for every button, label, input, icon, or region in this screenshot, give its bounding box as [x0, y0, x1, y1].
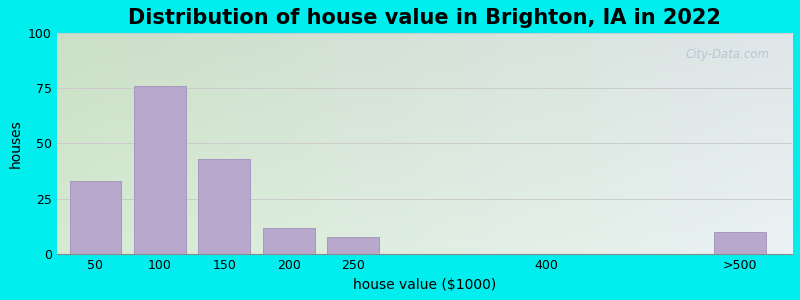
Bar: [714, 232, 766, 254]
Bar: [70, 181, 121, 254]
X-axis label: house value ($1000): house value ($1000): [353, 278, 496, 292]
Title: Distribution of house value in Brighton, IA in 2022: Distribution of house value in Brighton,…: [128, 8, 721, 28]
Bar: [327, 236, 379, 254]
Text: City-Data.com: City-Data.com: [686, 48, 770, 61]
Bar: [198, 159, 250, 254]
Y-axis label: houses: houses: [8, 119, 22, 168]
Bar: [263, 228, 314, 254]
Bar: [134, 86, 186, 254]
